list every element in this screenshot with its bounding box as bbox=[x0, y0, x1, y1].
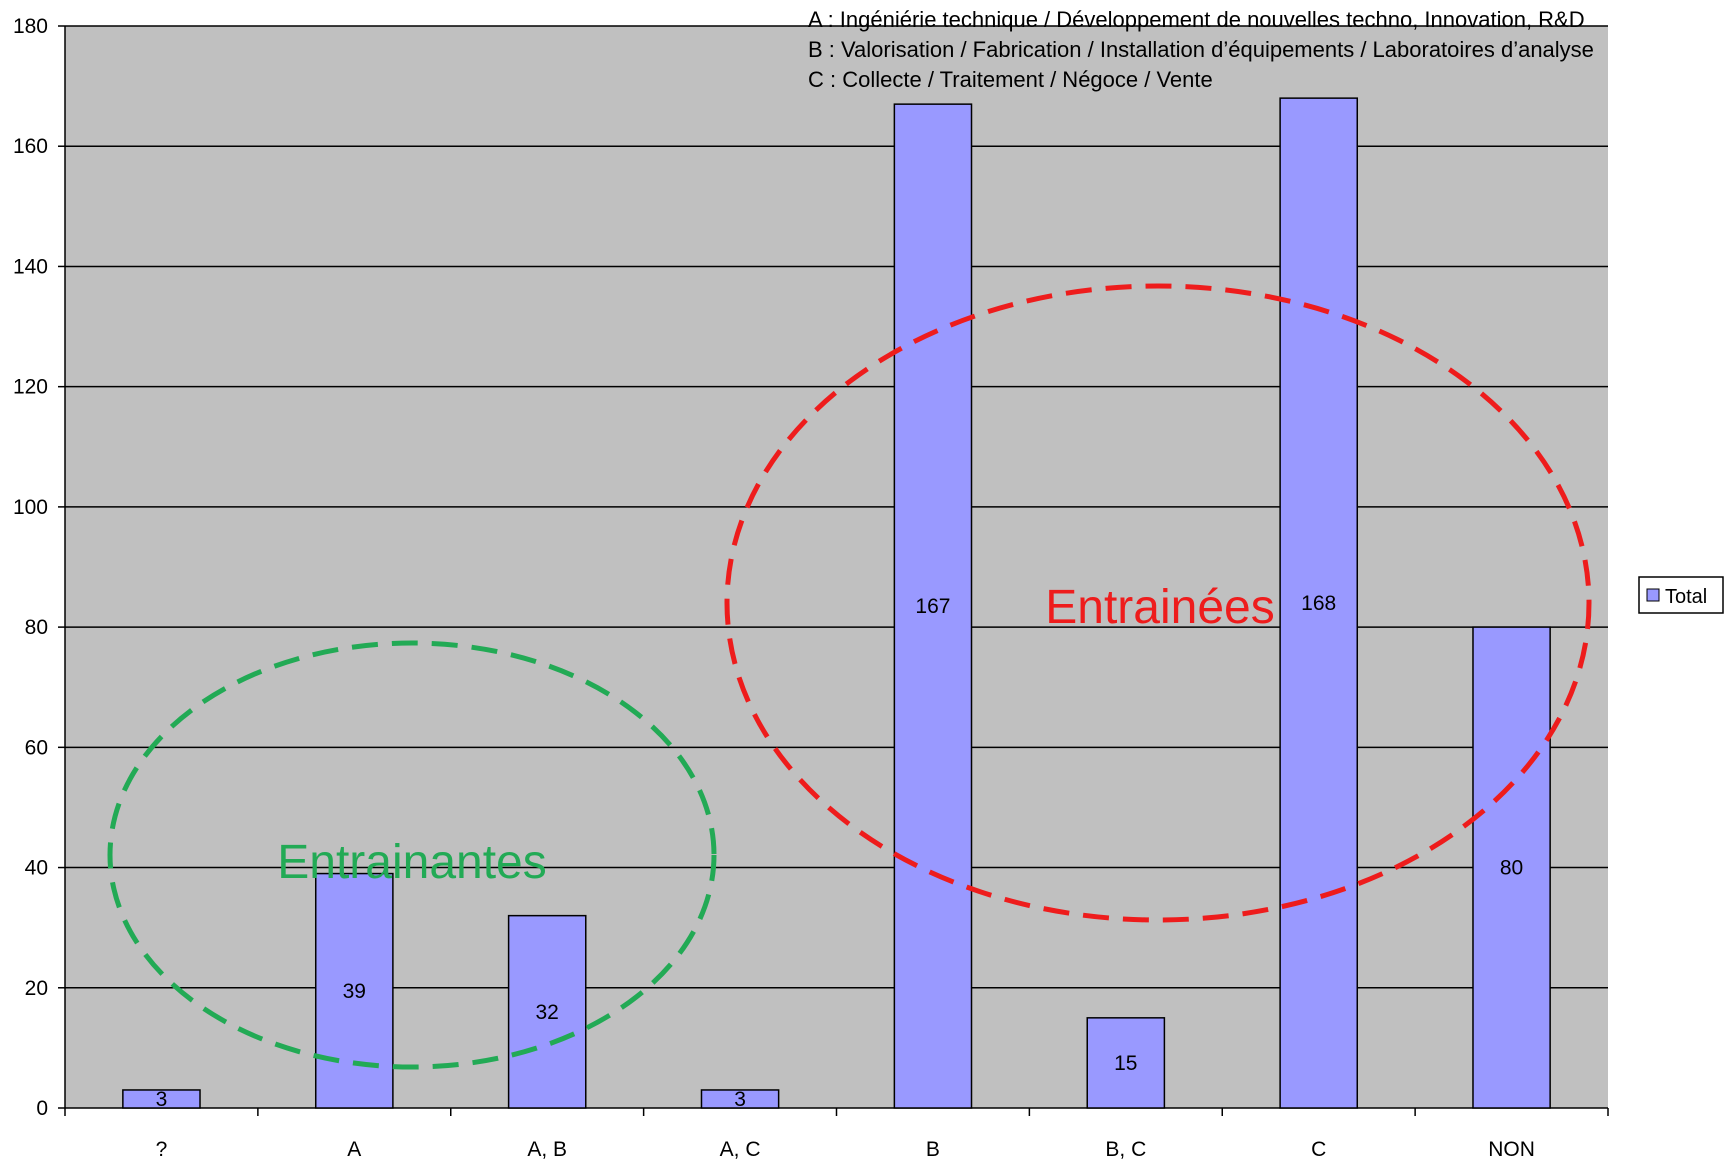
bar-value-label: 3 bbox=[156, 1088, 168, 1111]
legend-swatch bbox=[1646, 588, 1660, 602]
y-tick-label: 40 bbox=[25, 857, 48, 880]
note-c: C : Collecte / Traitement / Négoce / Ven… bbox=[808, 67, 1213, 92]
x-tick-label: NON bbox=[1488, 1138, 1535, 1160]
x-tick-label: B, C bbox=[1105, 1138, 1146, 1160]
plot-area bbox=[65, 26, 1608, 1108]
group-entrainees-label: Entrainées bbox=[1045, 581, 1274, 634]
bar-value-label: 168 bbox=[1301, 592, 1336, 615]
bar bbox=[314, 872, 394, 1109]
y-tick-label: 160 bbox=[13, 135, 48, 158]
x-tick-label: C bbox=[1311, 1138, 1326, 1160]
y-tick-label: 140 bbox=[13, 255, 48, 278]
group-entrainantes-label: Entrainantes bbox=[277, 836, 547, 889]
legend-label-total: Total bbox=[1665, 586, 1707, 608]
bar bbox=[507, 914, 587, 1109]
x-tick-label: B bbox=[926, 1138, 940, 1160]
x-tick-label: ? bbox=[156, 1138, 168, 1160]
x-tick-label: A, C bbox=[720, 1138, 761, 1160]
group-entrainees-ellipse bbox=[724, 283, 1592, 923]
x-axis: ? A A, B A, C B B, C C NON bbox=[64, 1107, 1609, 1160]
note-b: B : Valorisation / Fabrication / Install… bbox=[808, 37, 1594, 62]
bar bbox=[1472, 626, 1551, 1109]
group-entrainantes-ellipse bbox=[107, 640, 717, 1070]
bar bbox=[122, 1089, 201, 1109]
x-tick-label: A bbox=[347, 1138, 361, 1160]
bar bbox=[1086, 1017, 1166, 1109]
bar bbox=[700, 1089, 780, 1109]
y-tick-label: 120 bbox=[13, 376, 48, 399]
y-tick-label: 180 bbox=[13, 15, 48, 38]
bar-value-label: 3 bbox=[734, 1088, 746, 1111]
bar bbox=[893, 103, 973, 1109]
y-tick-label: 60 bbox=[25, 736, 48, 759]
note-a: A : Ingéniérie technique / Développement… bbox=[808, 7, 1585, 32]
bar-value-label: 80 bbox=[1500, 857, 1523, 880]
y-axis: 0 20 40 60 80 100 120 140 160 180 bbox=[13, 15, 66, 1120]
y-tick-label: 0 bbox=[36, 1097, 48, 1120]
bar-value-label: 167 bbox=[915, 595, 950, 618]
x-tick-label: A, B bbox=[527, 1138, 567, 1160]
bars: 3 39 32 3 167 15 168 80 bbox=[122, 97, 1551, 1111]
bar-value-label: 32 bbox=[536, 1001, 559, 1024]
y-tick-label: 100 bbox=[13, 496, 48, 519]
legend: Total bbox=[1638, 576, 1724, 614]
gridlines bbox=[65, 25, 1608, 989]
bar-value-label: 39 bbox=[343, 980, 366, 1003]
y-tick-label: 20 bbox=[25, 977, 48, 1000]
bar-value-label: 15 bbox=[1114, 1052, 1137, 1075]
bar bbox=[1279, 97, 1359, 1109]
y-tick-label: 80 bbox=[25, 616, 48, 639]
